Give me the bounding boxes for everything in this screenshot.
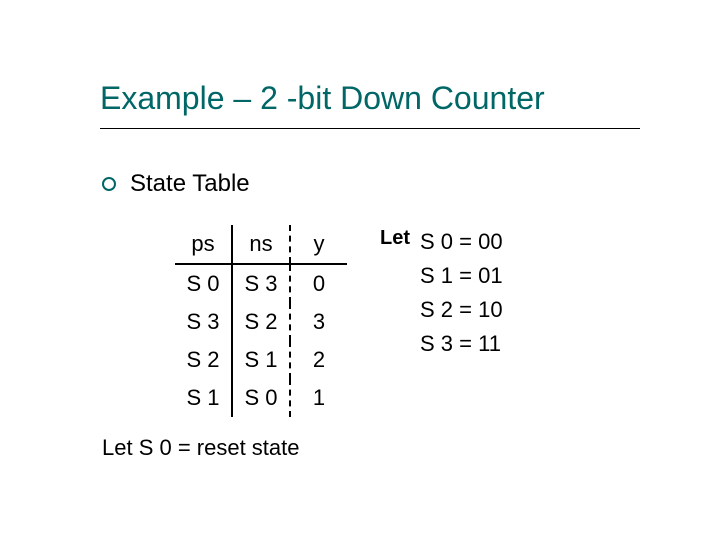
th-y: y — [290, 225, 347, 264]
cell-ps: S 1 — [175, 379, 232, 417]
cell-ps: S 2 — [175, 341, 232, 379]
let-label: Let — [380, 225, 410, 250]
cell-y: 1 — [290, 379, 347, 417]
cell-ns: S 3 — [232, 264, 290, 303]
table-row: S 0 S 3 0 — [175, 264, 347, 303]
footnote: Let S 0 = reset state — [102, 435, 300, 461]
table-row: S 1 S 0 1 — [175, 379, 347, 417]
table-header-row: ps ns y — [175, 225, 347, 264]
let-line: S 0 = 00 — [420, 225, 503, 259]
th-ps: ps — [175, 225, 232, 264]
title-underline — [100, 128, 640, 129]
table-row: S 2 S 1 2 — [175, 341, 347, 379]
cell-y: 2 — [290, 341, 347, 379]
slide-title: Example – 2 -bit Down Counter — [100, 80, 545, 117]
bullet-row: State Table — [102, 170, 250, 198]
cell-y: 3 — [290, 303, 347, 341]
th-ns: ns — [232, 225, 290, 264]
cell-ps: S 3 — [175, 303, 232, 341]
bullet-ring-icon — [102, 177, 116, 191]
let-line: S 2 = 10 — [420, 293, 503, 327]
cell-ns: S 0 — [232, 379, 290, 417]
cell-ns: S 2 — [232, 303, 290, 341]
let-lines: S 0 = 00 S 1 = 01 S 2 = 10 S 3 = 11 — [420, 225, 503, 361]
state-table: ps ns y S 0 S 3 0 S 3 S 2 3 S 2 S 1 2 S … — [175, 225, 347, 417]
encoding-block: Let S 0 = 00 S 1 = 01 S 2 = 10 S 3 = 11 — [380, 225, 503, 361]
cell-ps: S 0 — [175, 264, 232, 303]
bullet-text: State Table — [130, 170, 250, 198]
cell-y: 0 — [290, 264, 347, 303]
table-row: S 3 S 2 3 — [175, 303, 347, 341]
let-line: S 3 = 11 — [420, 327, 503, 361]
cell-ns: S 1 — [232, 341, 290, 379]
let-line: S 1 = 01 — [420, 259, 503, 293]
slide: Example – 2 -bit Down Counter State Tabl… — [0, 0, 720, 540]
